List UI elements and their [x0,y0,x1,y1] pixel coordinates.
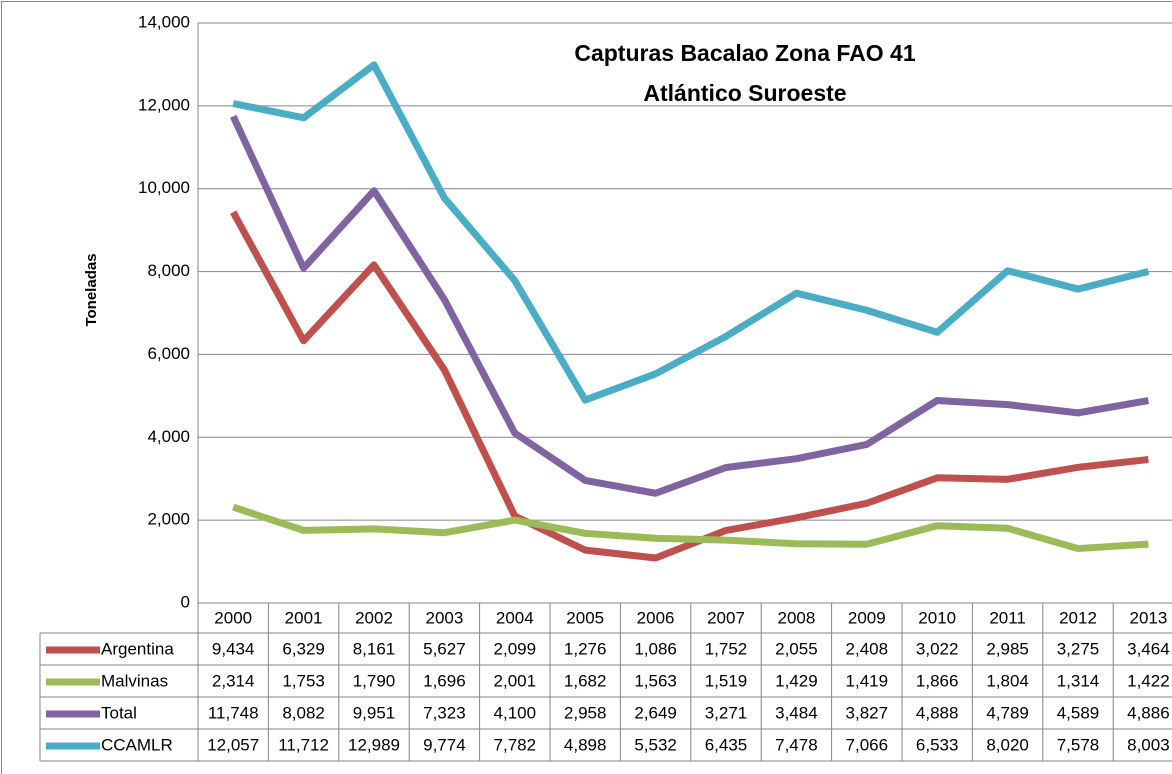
x-tick-label: 2004 [496,608,534,627]
y-tick-label: 0 [181,592,190,611]
table-cell: 7,782 [494,735,537,754]
y-tick-label: 10,000 [138,178,190,197]
x-tick-label: 2011 [989,608,1026,627]
table-cell: 8,020 [986,735,1029,754]
table-cell: 1,752 [705,639,748,658]
table-cell: 1,419 [846,671,889,690]
table-cell: 1,696 [423,671,466,690]
table-cell: 4,898 [564,735,607,754]
table-cell: 3,271 [705,703,748,722]
y-tick-label: 6,000 [147,344,190,363]
table-cell: 1,276 [564,639,607,658]
table-cell: 4,100 [494,703,537,722]
table-cell: 6,533 [916,735,959,754]
table-cell: 4,789 [986,703,1029,722]
table-cell: 4,888 [916,703,959,722]
x-tick-label: 2009 [848,608,886,627]
table-cell: 7,066 [846,735,889,754]
y-tick-label: 12,000 [138,95,190,114]
table-cell: 1,563 [634,671,677,690]
table-cell: 1,682 [564,671,607,690]
y-tick-label: 2,000 [147,510,190,529]
legend-label: Argentina [101,639,174,658]
table-cell: 9,434 [212,639,255,658]
table-cell: 3,484 [775,703,818,722]
table-cell: 1,429 [775,671,818,690]
table-cell: 6,329 [282,639,325,658]
x-tick-label: 2010 [918,608,956,627]
table-cell: 7,478 [775,735,818,754]
table-cell: 1,790 [353,671,396,690]
table-cell: 6,435 [705,735,748,754]
table-cell: 8,161 [353,639,396,658]
x-tick-label: 2008 [777,608,815,627]
table-cell: 2,001 [494,671,537,690]
table-cell: 8,082 [282,703,325,722]
legend-label: CCAMLR [101,735,173,754]
x-tick-label: 2001 [285,608,323,627]
table-cell: 3,275 [1057,639,1100,658]
table-cell: 3,464 [1127,639,1170,658]
series-line [232,503,1149,553]
table-cell: 2,055 [775,639,818,658]
table-cell: 12,057 [207,735,259,754]
x-tick-label: 2013 [1129,608,1167,627]
table-cell: 5,532 [634,735,677,754]
x-tick-label: 2006 [637,608,675,627]
table-cell: 11,748 [208,703,259,722]
table-cell: 2,314 [212,671,255,690]
table-cell: 1,314 [1057,671,1100,690]
table-cell: 5,627 [423,639,466,658]
table-cell: 7,578 [1057,735,1100,754]
table-cell: 8,003 [1127,735,1170,754]
table-cell: 7,323 [423,703,466,722]
x-tick-label: 2002 [355,608,393,627]
series-line [230,114,1150,497]
legend-label: Total [101,703,137,722]
y-tick-label: 14,000 [138,12,190,31]
legend-label: Malvinas [101,671,168,690]
table-cell: 1,804 [986,671,1029,690]
table-cell: 9,774 [423,735,466,754]
table-cell: 1,086 [634,639,677,658]
table-cell: 9,951 [353,703,396,722]
table-cell: 1,519 [705,671,748,690]
x-tick-label: 2007 [707,608,745,627]
table-cell: 11,712 [278,735,329,754]
table-cell: 4,886 [1127,703,1170,722]
x-tick-label: 2000 [214,608,252,627]
table-cell: 3,022 [916,639,959,658]
x-tick-label: 2005 [566,608,604,627]
table-cell: 1,753 [282,671,325,690]
series-line [230,210,1149,562]
chart-title: Capturas Bacalao Zona FAO 41 [574,40,915,66]
table-cell: 2,408 [846,639,889,658]
table-cell: 12,989 [348,735,400,754]
table-cell: 2,985 [986,639,1029,658]
x-tick-label: 2012 [1059,608,1097,627]
x-tick-label: 2003 [425,608,463,627]
y-tick-label: 8,000 [147,261,190,280]
table-cell: 2,099 [494,639,537,658]
series-line [232,61,1150,404]
table-cell: 3,827 [846,703,889,722]
table-cell: 1,866 [916,671,959,690]
y-tick-label: 4,000 [147,427,190,446]
table-cell: 2,649 [634,703,677,722]
y-axis-label: Toneladas [83,253,100,326]
table-cell: 2,958 [564,703,607,722]
chart-title: Atlántico Suroeste [643,80,846,106]
table-cell: 4,589 [1057,703,1100,722]
table-cell: 1,422 [1127,671,1170,690]
